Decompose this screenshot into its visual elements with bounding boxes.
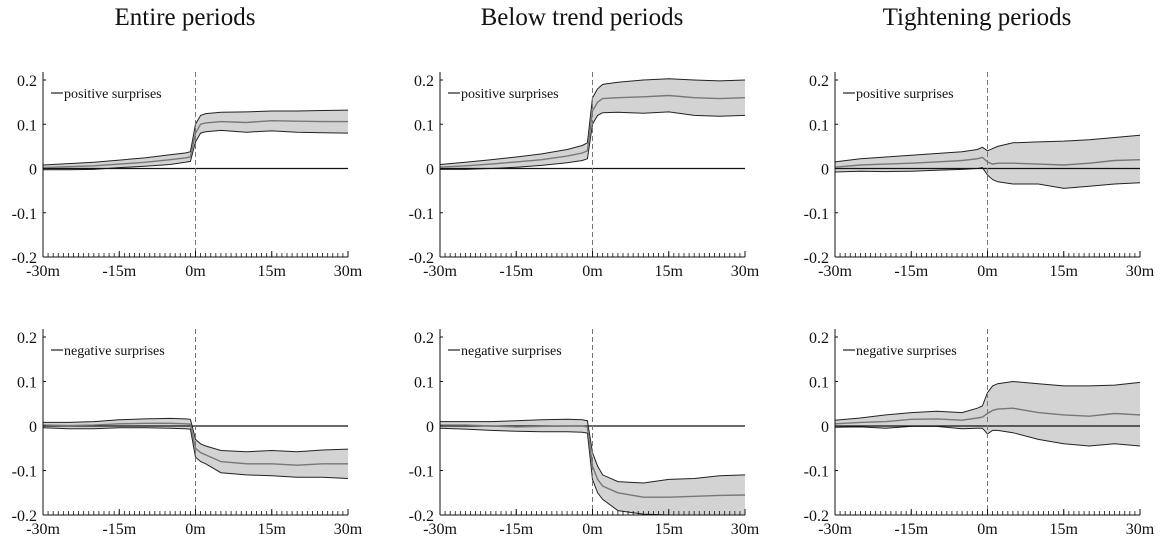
legend-label: negative surprises [461,344,562,359]
y-tick-label: 0.2 [809,73,829,90]
panel-3: 0.2 0.1 0 -0.1 -0.2-30m -15m 0m 15m 30m positive … [804,72,1155,280]
column-title-entire: Entire periods [114,4,256,31]
column-title-tightening: Tightening periods [882,4,1072,31]
x-tick-label: -15m [499,263,533,280]
x-tick-label: 30m [731,263,760,280]
x-tick-label: -15m [102,521,136,538]
column-title-below-trend: Below trend periods [480,4,684,31]
estimate-line [834,156,1141,168]
estimate-line [834,407,1141,425]
legend-label: positive surprises [64,87,162,102]
y-tick-label: 0.1 [414,375,434,392]
estimate-line [439,94,746,168]
y-tick-label: -0.2 [409,508,434,525]
estimate-line [440,424,746,498]
panel-2: 0.2 0.1 0 -0.1 -0.2-30m -15m 0m 15m 30m positive … [409,72,760,280]
x-tick-label: -30m [423,521,457,538]
y-tick-label: 0.2 [17,330,37,347]
x-tick-label: -30m [26,263,60,280]
x-tick-label: -30m [818,263,852,280]
x-tick-label: 30m [334,521,363,538]
x-tick-label: 0m [582,263,603,280]
x-tick-label: 15m [655,263,684,280]
y-tick-label: 0.2 [809,330,829,347]
upper-band-line [43,417,349,453]
lower-band-line [834,167,1141,189]
x-tick-label: -30m [423,263,457,280]
x-tick-label: -15m [894,263,928,280]
y-tick-label: 0.1 [17,117,37,134]
y-tick-label: 0 [29,419,37,436]
y-tick-label: -0.1 [804,206,829,223]
estimate-line [42,422,348,466]
y-tick-label: -0.1 [12,464,37,481]
x-tick-label: 0m [185,263,206,280]
y-tick-label: 0.2 [414,330,434,347]
x-tick-label: -15m [894,521,928,538]
x-tick-label: 30m [1126,521,1155,538]
x-tick-label: -30m [26,521,60,538]
upper-band-line [834,134,1141,163]
y-tick-label: 0.2 [17,73,37,90]
legend-label: positive surprises [461,87,559,102]
x-tick-label: 0m [977,263,998,280]
x-tick-label: 15m [1050,263,1079,280]
legend-label: positive surprises [856,87,954,102]
upper-band-line [834,380,1141,421]
x-tick-label: 0m [185,521,206,538]
panel-1: 0.2 0.1 0 -0.1 -0.2-30m -15m 0m 15m 30m positive … [12,72,363,280]
x-tick-label: 30m [731,521,760,538]
y-tick-label: 0.1 [809,375,829,392]
x-tick-label: 15m [655,521,684,538]
y-tick-label: 0 [29,162,37,179]
y-tick-label: -0.1 [804,464,829,481]
y-tick-label: 0.1 [809,117,829,134]
y-tick-label: -0.2 [804,250,829,267]
legend-label: negative surprises [856,344,957,359]
x-tick-label: 15m [1050,521,1079,538]
y-tick-label: -0.1 [12,206,37,223]
y-tick-label: -0.1 [409,206,434,223]
x-tick-label: 15m [258,263,287,280]
y-tick-label: 0 [821,162,829,179]
y-tick-label: 0 [426,419,434,436]
x-tick-label: -30m [818,521,852,538]
panel-5: 0.2 0.1 0 -0.1 -0.2-30m -15m 0m 15m 30m negative … [409,329,760,538]
panel-4: 0.2 0.1 0 -0.1 -0.2-30m -15m 0m 15m 30m negative … [12,329,363,538]
y-tick-label: -0.2 [409,250,434,267]
panel-6: 0.2 0.1 0 -0.1 -0.2-30m -15m 0m 15m 30m negative … [804,329,1155,538]
y-tick-label: -0.2 [804,508,829,525]
y-tick-label: 0.1 [414,117,434,134]
x-tick-label: 0m [582,521,603,538]
y-tick-label: 0.1 [17,375,37,392]
y-tick-label: -0.2 [12,508,37,525]
x-tick-label: 0m [977,521,998,538]
y-tick-label: 0 [426,162,434,179]
y-tick-label: 0 [821,419,829,436]
estimate-line [42,119,348,169]
x-tick-label: -15m [499,521,533,538]
legend-label: negative surprises [64,344,165,359]
x-tick-label: 30m [1126,263,1155,280]
y-tick-label: 0.2 [414,73,434,90]
y-tick-label: -0.2 [12,250,37,267]
y-tick-label: -0.1 [409,464,434,481]
x-tick-label: 30m [334,263,363,280]
x-tick-label: -15m [102,263,136,280]
x-tick-label: 15m [258,521,287,538]
